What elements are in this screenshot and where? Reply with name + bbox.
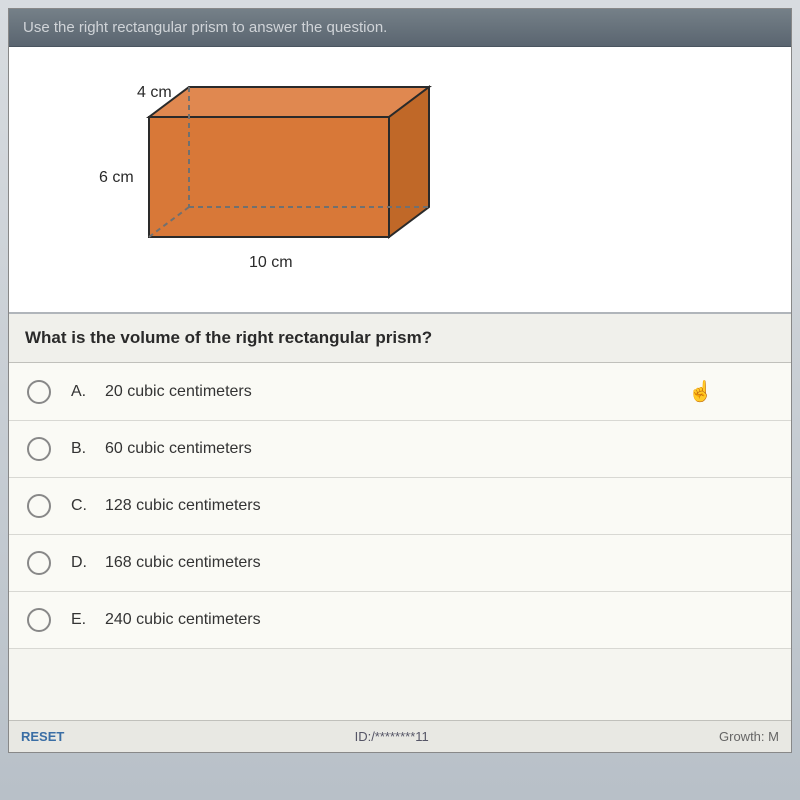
options-list: A. 20 cubic centimeters ☝ B. 60 cubic ce… — [9, 363, 791, 649]
option-letter: C. — [71, 497, 91, 515]
option-letter: B. — [71, 440, 91, 458]
prism-diagram: 4 cm 6 cm 10 cm — [69, 67, 469, 287]
option-letter: E. — [71, 611, 91, 629]
instruction-bar: Use the right rectangular prism to answe… — [9, 9, 791, 47]
quiz-container: Use the right rectangular prism to answe… — [8, 8, 792, 753]
option-e[interactable]: E. 240 cubic centimeters — [9, 592, 791, 649]
option-letter: D. — [71, 554, 91, 572]
width-label: 4 cm — [137, 84, 172, 101]
instruction-text: Use the right rectangular prism to answe… — [23, 19, 387, 36]
radio-icon — [27, 551, 51, 575]
option-text: 168 cubic centimeters — [105, 554, 261, 572]
height-label: 6 cm — [99, 169, 134, 186]
option-a[interactable]: A. 20 cubic centimeters ☝ — [9, 363, 791, 421]
question-text: What is the volume of the right rectangu… — [9, 314, 791, 363]
diagram-area: 4 cm 6 cm 10 cm — [9, 47, 791, 314]
option-c[interactable]: C. 128 cubic centimeters — [9, 478, 791, 535]
option-text: 20 cubic centimeters — [105, 383, 252, 401]
pointer-cursor-icon: ☝ — [688, 379, 713, 404]
radio-icon — [27, 437, 51, 461]
option-b[interactable]: B. 60 cubic centimeters — [9, 421, 791, 478]
option-text: 240 cubic centimeters — [105, 611, 261, 629]
option-text: 128 cubic centimeters — [105, 497, 261, 515]
footer-id: ID:/********11 — [355, 729, 429, 744]
option-d[interactable]: D. 168 cubic centimeters — [9, 535, 791, 592]
radio-icon — [27, 608, 51, 632]
footer-growth: Growth: M — [719, 729, 779, 744]
footer-bar: RESET ID:/********11 Growth: M — [9, 720, 791, 752]
option-text: 60 cubic centimeters — [105, 440, 252, 458]
radio-icon — [27, 494, 51, 518]
radio-icon — [27, 380, 51, 404]
length-label: 10 cm — [249, 254, 293, 271]
reset-button[interactable]: RESET — [21, 729, 64, 744]
option-letter: A. — [71, 383, 91, 401]
